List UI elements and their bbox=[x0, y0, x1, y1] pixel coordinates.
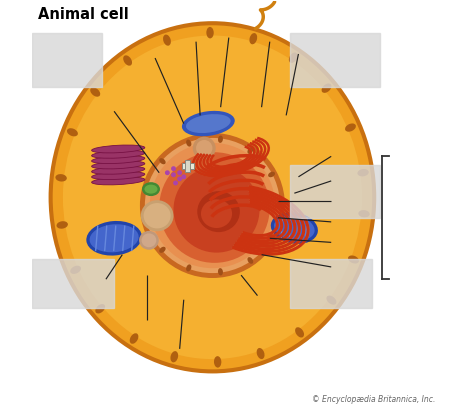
Text: Animal cell: Animal cell bbox=[38, 7, 129, 22]
Ellipse shape bbox=[145, 185, 157, 194]
Ellipse shape bbox=[56, 221, 68, 229]
Ellipse shape bbox=[163, 35, 171, 46]
Ellipse shape bbox=[145, 138, 280, 273]
Ellipse shape bbox=[345, 123, 356, 132]
Ellipse shape bbox=[218, 136, 223, 143]
Ellipse shape bbox=[275, 203, 283, 208]
Ellipse shape bbox=[186, 264, 191, 272]
Ellipse shape bbox=[193, 137, 216, 159]
Ellipse shape bbox=[321, 83, 331, 93]
Ellipse shape bbox=[150, 143, 275, 268]
Ellipse shape bbox=[90, 224, 138, 252]
Ellipse shape bbox=[295, 327, 304, 337]
Ellipse shape bbox=[139, 231, 159, 250]
Bar bbox=[290, 164, 380, 218]
Ellipse shape bbox=[196, 140, 212, 156]
Bar bbox=[290, 259, 372, 308]
Ellipse shape bbox=[271, 212, 318, 244]
Ellipse shape bbox=[348, 256, 359, 263]
Ellipse shape bbox=[197, 191, 240, 232]
Ellipse shape bbox=[177, 170, 182, 175]
Ellipse shape bbox=[63, 35, 362, 359]
Ellipse shape bbox=[358, 210, 370, 217]
Ellipse shape bbox=[159, 158, 165, 164]
Ellipse shape bbox=[67, 128, 78, 136]
Ellipse shape bbox=[144, 203, 171, 229]
Ellipse shape bbox=[91, 177, 145, 185]
Ellipse shape bbox=[70, 266, 81, 274]
Bar bbox=[182, 163, 194, 169]
Ellipse shape bbox=[165, 170, 170, 175]
Ellipse shape bbox=[91, 166, 145, 174]
Ellipse shape bbox=[182, 111, 235, 136]
Ellipse shape bbox=[130, 333, 138, 344]
Bar bbox=[32, 33, 102, 87]
Ellipse shape bbox=[142, 233, 156, 247]
Ellipse shape bbox=[159, 247, 165, 253]
Ellipse shape bbox=[327, 296, 337, 305]
Ellipse shape bbox=[268, 172, 275, 177]
Ellipse shape bbox=[140, 133, 285, 278]
Ellipse shape bbox=[141, 200, 173, 231]
Ellipse shape bbox=[249, 33, 257, 44]
Text: © Encyclopædia Britannica, Inc.: © Encyclopædia Britannica, Inc. bbox=[312, 395, 436, 404]
Ellipse shape bbox=[173, 166, 260, 253]
Ellipse shape bbox=[201, 199, 232, 228]
Ellipse shape bbox=[95, 304, 105, 314]
Ellipse shape bbox=[91, 172, 145, 180]
Ellipse shape bbox=[268, 234, 275, 239]
Ellipse shape bbox=[48, 21, 376, 374]
Ellipse shape bbox=[144, 219, 151, 224]
Ellipse shape bbox=[55, 174, 67, 182]
Ellipse shape bbox=[247, 257, 253, 264]
Ellipse shape bbox=[91, 150, 145, 158]
Ellipse shape bbox=[91, 145, 145, 153]
Ellipse shape bbox=[171, 351, 178, 363]
Bar bbox=[32, 259, 114, 308]
Ellipse shape bbox=[91, 156, 145, 164]
Ellipse shape bbox=[186, 114, 231, 133]
Ellipse shape bbox=[142, 182, 160, 196]
Ellipse shape bbox=[159, 152, 270, 263]
Ellipse shape bbox=[256, 348, 264, 359]
Bar bbox=[290, 33, 380, 87]
Ellipse shape bbox=[171, 172, 176, 177]
Ellipse shape bbox=[173, 180, 178, 185]
Ellipse shape bbox=[206, 27, 214, 38]
Bar bbox=[184, 160, 190, 171]
Ellipse shape bbox=[53, 25, 372, 369]
Ellipse shape bbox=[144, 187, 151, 192]
Ellipse shape bbox=[90, 88, 100, 97]
Ellipse shape bbox=[274, 215, 315, 241]
Ellipse shape bbox=[289, 53, 298, 63]
Ellipse shape bbox=[247, 147, 253, 154]
Ellipse shape bbox=[123, 55, 132, 66]
Ellipse shape bbox=[181, 174, 186, 179]
Ellipse shape bbox=[177, 176, 182, 181]
Ellipse shape bbox=[357, 169, 369, 176]
Ellipse shape bbox=[218, 268, 223, 275]
Ellipse shape bbox=[86, 221, 142, 256]
Ellipse shape bbox=[186, 139, 191, 147]
Ellipse shape bbox=[171, 166, 176, 171]
Ellipse shape bbox=[214, 356, 221, 367]
Ellipse shape bbox=[91, 161, 145, 169]
